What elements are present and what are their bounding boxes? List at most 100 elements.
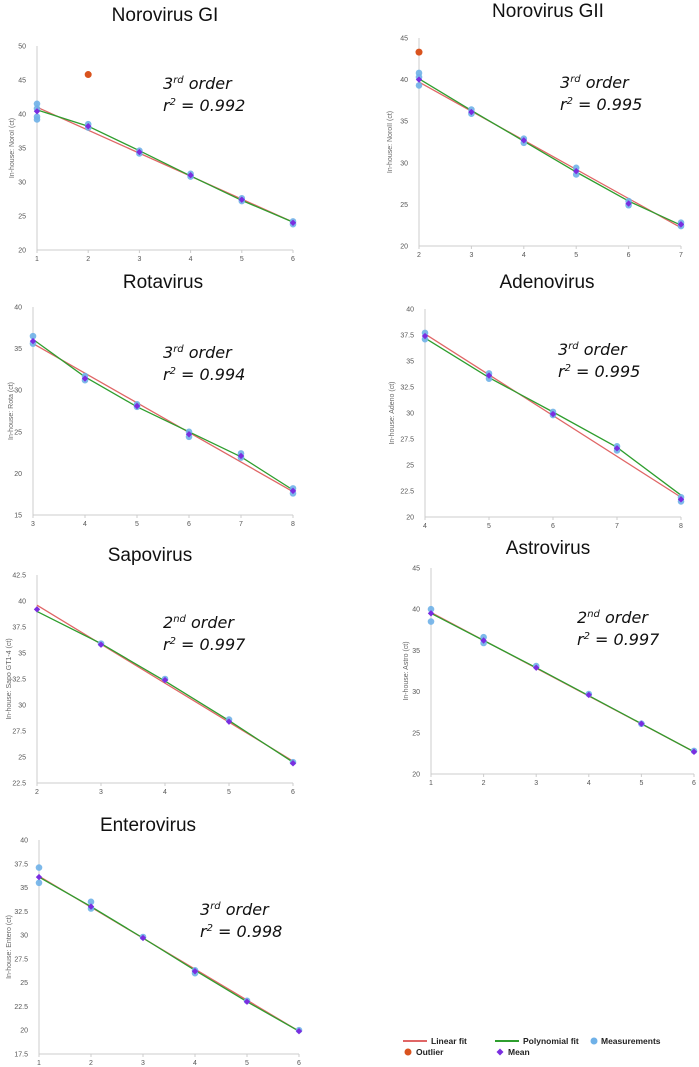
mean-point <box>613 445 621 452</box>
x-tick-label: 1 <box>429 780 433 787</box>
mean-point <box>289 487 297 495</box>
y-tick-label: 35 <box>406 359 414 366</box>
y-tick-label: 25 <box>14 429 22 436</box>
chart-panel-4: Adenovirus 20 22.5 25 27.5 30 32.5 35 37.5 40 4 5 6 7… <box>389 272 685 530</box>
mean-point <box>289 760 297 767</box>
mean-point <box>136 148 143 156</box>
y-tick-label: 40 <box>400 77 408 84</box>
chart-panel-5: Sapovirus 22.5 25 27.5 30 32.5 35 37.5 40 42.5 2 3 4… <box>6 545 297 796</box>
mean-point <box>295 1027 303 1035</box>
y-tick-label: 35 <box>18 146 26 153</box>
y-tick-label: 40 <box>412 607 420 614</box>
y-axis-label: In-house: Sapo GT1-4 (ct) <box>6 638 13 719</box>
x-tick-label: 4 <box>587 780 591 787</box>
x-tick-label: 4 <box>193 1060 197 1067</box>
y-tick-label: 27.5 <box>400 437 414 444</box>
mean-point <box>468 108 475 116</box>
y-axis-label: In-house: Rota (ct) <box>8 382 15 440</box>
y-tick-label: 30 <box>412 689 420 696</box>
r-squared-annotation: r2 = 0.994 <box>163 365 245 384</box>
x-tick-label: 3 <box>141 1060 145 1067</box>
x-tick-label: 2 <box>89 1060 93 1067</box>
x-tick-label: 5 <box>245 1060 249 1067</box>
mean-point <box>87 903 95 910</box>
mean-point <box>690 748 698 755</box>
fit-order-annotation: 3rd order <box>200 900 270 919</box>
r-squared-annotation: r2 = 0.992 <box>163 96 245 115</box>
x-tick-label: 5 <box>639 780 643 787</box>
y-tick-label: 40 <box>20 838 28 845</box>
mean-point <box>33 606 41 613</box>
y-tick-label: 20 <box>18 248 26 255</box>
x-tick-label: 8 <box>679 523 683 530</box>
mean-point <box>520 137 527 144</box>
mean-point <box>415 76 423 83</box>
legend-outlier-swatch <box>404 1048 412 1056</box>
y-tick-label: 37.5 <box>14 861 28 868</box>
y-tick-label: 40 <box>18 112 26 119</box>
mean-point <box>29 337 37 345</box>
y-axis-label: In-house: Astro (ct) <box>403 641 410 700</box>
y-tick-label: 50 <box>18 44 26 51</box>
mean-point <box>133 402 141 410</box>
mean-point <box>625 200 632 207</box>
polynomial-fit-line <box>38 876 300 1032</box>
mean-point <box>677 496 685 503</box>
x-tick-label: 3 <box>469 252 473 259</box>
x-tick-label: 5 <box>227 789 231 796</box>
y-tick-label: 20 <box>400 244 408 251</box>
fit-order-annotation: 2nd order <box>577 608 649 627</box>
chart-panel-3: Rotavirus 15 20 25 30 35 40 3 4 5 6 7 8 In-house: Rot… <box>8 272 297 528</box>
y-tick-label: 32.5 <box>14 909 28 916</box>
x-tick-label: 5 <box>574 252 578 259</box>
x-tick-label: 1 <box>35 256 39 263</box>
legend-measure-label: Measurements <box>601 1036 661 1046</box>
outlier-point <box>415 48 423 56</box>
chart-title: Sapovirus <box>108 545 193 566</box>
mean-point <box>33 108 41 115</box>
y-tick-label: 27.5 <box>14 956 28 963</box>
mean-point <box>97 641 105 648</box>
chart-title: Astrovirus <box>506 538 590 559</box>
y-tick-label: 30 <box>18 180 26 187</box>
mean-point <box>85 123 92 130</box>
x-tick-label: 2 <box>35 789 39 796</box>
y-tick-label: 45 <box>18 78 26 85</box>
y-tick-label: 45 <box>412 566 420 573</box>
y-tick-label: 20 <box>412 772 420 779</box>
mean-point <box>225 718 233 725</box>
legend-outlier-label: Outlier <box>416 1047 444 1057</box>
x-tick-label: 6 <box>291 789 295 796</box>
x-tick-label: 6 <box>291 256 295 263</box>
r-squared-annotation: r2 = 0.997 <box>577 630 660 649</box>
y-tick-label: 25 <box>406 463 414 470</box>
legend-measure-swatch <box>590 1037 598 1045</box>
x-tick-label: 4 <box>423 523 427 530</box>
r-squared-annotation: r2 = 0.995 <box>560 95 642 114</box>
y-tick-label: 25 <box>400 202 408 209</box>
x-tick-label: 2 <box>417 252 421 259</box>
y-tick-label: 27.5 <box>12 729 26 736</box>
linear-fit-line <box>32 343 294 493</box>
y-tick-label: 25 <box>18 755 26 762</box>
r-squared-annotation: r2 = 0.995 <box>558 362 640 381</box>
y-tick-label: 35 <box>400 119 408 126</box>
y-axis-label: In-house: Adeno (ct) <box>389 381 396 444</box>
mean-point <box>485 372 493 379</box>
measurement-point <box>480 633 487 641</box>
mean-point <box>480 637 487 644</box>
x-tick-label: 6 <box>187 521 191 528</box>
x-tick-label: 4 <box>189 256 193 263</box>
outlier-point <box>84 71 92 79</box>
legend-mean-label: Mean <box>508 1047 530 1057</box>
polynomial-fit-line <box>32 338 294 491</box>
chart-title: Norovirus GII <box>492 1 604 22</box>
y-tick-label: 30 <box>18 703 26 710</box>
x-tick-label: 8 <box>291 521 295 528</box>
x-tick-label: 7 <box>615 523 619 530</box>
y-tick-label: 25 <box>412 730 420 737</box>
y-tick-label: 45 <box>400 36 408 43</box>
measurement-point <box>427 618 435 625</box>
x-tick-label: 3 <box>99 789 103 796</box>
